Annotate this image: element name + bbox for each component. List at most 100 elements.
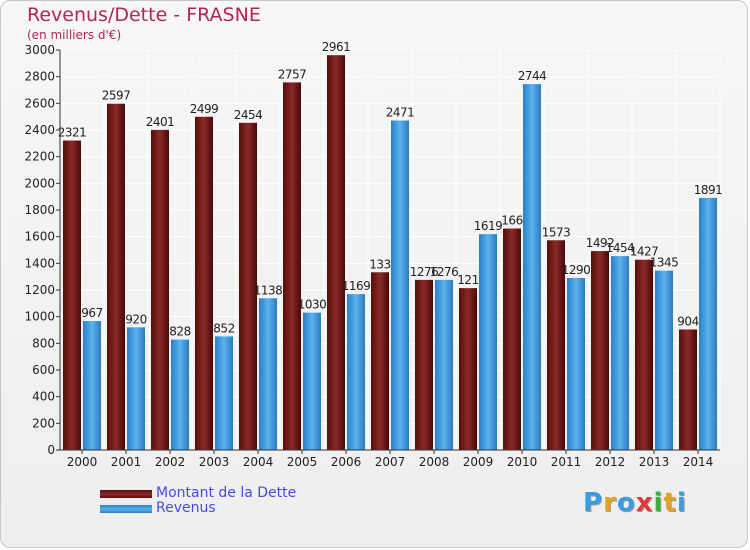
bar-dette-2010	[503, 228, 521, 450]
y-tick-label: 2200	[24, 150, 55, 164]
x-tick-label: 2006	[331, 455, 362, 469]
data-label-revenus: 920	[125, 312, 146, 326]
x-tick-label: 2014	[683, 455, 714, 469]
data-label-revenus: 1030	[298, 298, 327, 312]
x-tick-label: 2005	[287, 455, 318, 469]
data-label-dette: 2499	[190, 102, 219, 116]
x-tick-label: 2001	[111, 455, 142, 469]
logo-letter: r	[603, 488, 617, 518]
data-label-dette: 2454	[234, 108, 263, 122]
legend-label-revenus: Revenus	[156, 500, 216, 516]
logo-letter: t	[663, 488, 677, 518]
bar-dette-2001	[107, 103, 125, 450]
data-label-dette: 133	[369, 257, 390, 271]
data-label-revenus: 828	[169, 325, 190, 339]
bar-revenus-2010	[523, 84, 541, 450]
bar-revenus-2014	[699, 197, 717, 450]
y-tick-label: 2000	[24, 176, 55, 190]
y-tick-label: 800	[32, 336, 55, 350]
x-tick-label: 2007	[375, 455, 406, 469]
bar-revenus-2009	[479, 234, 497, 450]
y-tick-label: 400	[32, 390, 55, 404]
bar-dette-2003	[195, 116, 213, 451]
bar-revenus-2007	[391, 120, 409, 451]
data-label-revenus: 1138	[254, 283, 283, 297]
y-tick-label: 1000	[24, 310, 55, 324]
x-tick-label: 2009	[463, 455, 494, 469]
proxiti-logo: Proxiti	[583, 488, 687, 518]
bar-dette-2005	[283, 82, 301, 451]
y-tick-label: 2800	[24, 70, 55, 84]
bar-dette-2004	[239, 122, 257, 451]
bar-revenus-2006	[347, 294, 365, 450]
y-tick-label: 1600	[24, 230, 55, 244]
logo-letter: o	[616, 488, 636, 518]
data-label-dette: 1276	[410, 265, 439, 279]
data-label-dette: 121	[457, 273, 478, 287]
data-label-dette: 2597	[102, 89, 131, 103]
data-label-revenus: 1619	[474, 219, 503, 233]
bar-revenus-2001	[127, 327, 145, 450]
data-label-dette: 1427	[630, 245, 659, 259]
bar-revenus-2011	[567, 278, 585, 450]
x-tick-label: 2013	[639, 455, 670, 469]
bar-revenus-2005	[303, 312, 321, 450]
bar-dette-2014	[679, 329, 697, 450]
y-tick-label: 0	[47, 443, 55, 457]
axes: 0 200 400 600 800 1000 1200 1400 1600 1800 2000 220…	[24, 43, 720, 469]
x-tick-label: 2002	[155, 455, 186, 469]
data-label-revenus: 852	[213, 321, 234, 335]
data-label-revenus: 1290	[562, 263, 591, 277]
bar-dette-2006	[327, 55, 345, 450]
bar-dette-2000	[63, 140, 81, 451]
data-labels: 2321 967 2597 920 2401 828 2499 852 2454 1138 2757…	[58, 40, 723, 338]
bar-revenus-2013	[655, 270, 673, 450]
y-tick-label: 2400	[24, 123, 55, 137]
bars	[63, 55, 717, 451]
logo-letter: i	[676, 488, 687, 518]
data-label-dette: 2321	[58, 126, 87, 140]
bar-revenus-2000	[83, 321, 101, 450]
bar-revenus-2008	[435, 279, 453, 450]
x-tick-label: 2008	[419, 455, 450, 469]
y-tick-label: 1800	[24, 203, 55, 217]
x-tick-label: 2003	[199, 455, 230, 469]
bar-dette-2012	[591, 251, 609, 450]
logo-letter: x	[635, 488, 654, 518]
bar-revenus-2003	[215, 336, 233, 450]
x-tick-label: 2010	[507, 455, 538, 469]
x-tick-label: 2011	[551, 455, 582, 469]
bar-dette-2009	[459, 288, 477, 450]
data-label-revenus: 1276	[430, 265, 459, 279]
legend-label-dette: Montant de la Dette	[156, 485, 297, 501]
data-label-dette: 1573	[542, 225, 571, 239]
bar-revenus-2012	[611, 256, 629, 450]
chart-subtitle: (en milliers d'€)	[27, 28, 122, 42]
y-tick-label: 2600	[24, 96, 55, 110]
x-tick-label: 2004	[243, 455, 274, 469]
data-label-dette: 166	[501, 214, 522, 228]
bar-dette-2013	[635, 259, 653, 450]
y-tick-label: 200	[32, 416, 55, 430]
data-label-dette: 904	[677, 314, 698, 328]
bar-revenus-2002	[171, 339, 189, 450]
data-label-revenus: 1454	[606, 241, 635, 255]
x-tick-label: 2000	[67, 455, 98, 469]
data-label-dette: 1492	[586, 236, 615, 250]
data-label-dette: 2401	[146, 115, 175, 129]
bar-dette-2011	[547, 240, 565, 450]
legend-swatch-revenus	[100, 505, 152, 513]
y-tick-label: 600	[32, 363, 55, 377]
chart-title: Revenus/Dette - FRASNE	[27, 4, 261, 26]
bar-dette-2002	[151, 129, 169, 450]
logo-letter: i	[653, 488, 664, 518]
y-tick-label: 3000	[24, 43, 55, 57]
data-label-revenus: 967	[81, 306, 102, 320]
data-label-revenus: 1891	[694, 183, 723, 197]
data-label-revenus: 2471	[386, 106, 415, 120]
y-tick-label: 1400	[24, 256, 55, 270]
x-tick-label: 2012	[595, 455, 626, 469]
data-label-revenus: 1169	[342, 279, 371, 293]
data-label-revenus: 2744	[518, 69, 547, 83]
